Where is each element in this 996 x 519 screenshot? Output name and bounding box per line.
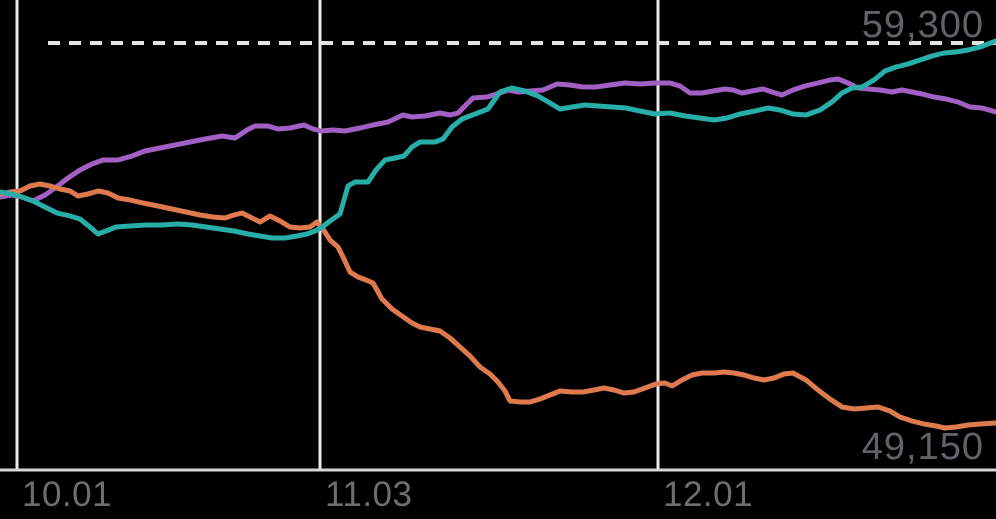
x-tick-label: 12.01 [663, 475, 754, 514]
x-tick-label: 11.03 [325, 475, 413, 514]
min-value-label: 49,150 [861, 426, 984, 468]
max-value-label: 59,300 [861, 4, 984, 46]
orange-series-line [0, 181, 996, 431]
teal-series-line [0, 38, 996, 241]
x-tick-label: 10.01 [22, 475, 113, 514]
